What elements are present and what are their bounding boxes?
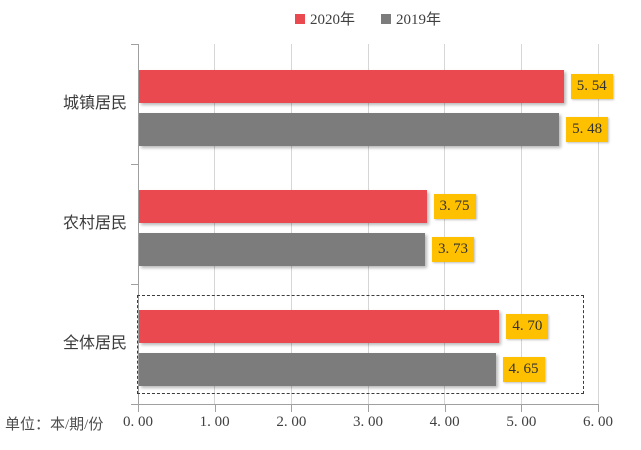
legend-swatch-icon bbox=[381, 13, 391, 24]
gridline bbox=[444, 44, 446, 404]
x-axis-tick-label: 4. 00 bbox=[429, 414, 460, 430]
legend-item-2020: 2020年 bbox=[294, 8, 355, 29]
bar-2019-category-2 bbox=[139, 233, 425, 266]
x-axis-tick-label: 0. 00 bbox=[123, 414, 153, 430]
category-label: 农村居民 bbox=[62, 215, 127, 232]
category-label: 全体居民 bbox=[62, 335, 127, 352]
x-axis-tick bbox=[138, 405, 139, 412]
gridline bbox=[597, 44, 599, 404]
x-axis-tick bbox=[291, 405, 293, 412]
x-axis-tick bbox=[598, 405, 599, 412]
x-axis-tick bbox=[368, 405, 369, 412]
legend-label: 2020年 bbox=[309, 12, 355, 28]
y-axis-line bbox=[138, 44, 139, 404]
x-axis-tick bbox=[444, 405, 446, 412]
data-label-2020-category-1: 5. 54 bbox=[570, 74, 613, 99]
gridline bbox=[520, 44, 522, 404]
x-axis-tick-label: 6. 00 bbox=[583, 414, 613, 430]
x-axis-tick-label: 3. 00 bbox=[353, 414, 383, 430]
bar-2019-category-3 bbox=[139, 353, 496, 386]
gridline bbox=[367, 44, 369, 404]
y-axis-tick bbox=[131, 284, 138, 285]
bar-2020-category-1 bbox=[139, 70, 564, 103]
category-label: 城镇居民 bbox=[62, 95, 127, 112]
x-axis-tick bbox=[214, 405, 216, 412]
bar-2020-category-2 bbox=[139, 190, 427, 223]
x-axis-tick-label: 5. 00 bbox=[506, 414, 537, 430]
legend: 2020年 2019年 bbox=[138, 8, 598, 29]
data-label-2019-category-3: 4. 65 bbox=[502, 357, 545, 382]
data-label-2019-category-1: 5. 48 bbox=[566, 117, 609, 142]
x-axis-tick-label: 2. 00 bbox=[276, 414, 307, 430]
y-axis-tick bbox=[131, 164, 138, 165]
x-axis-line bbox=[138, 404, 599, 405]
gridline bbox=[214, 44, 216, 404]
legend-item-2019: 2019年 bbox=[381, 8, 441, 29]
y-axis-tick bbox=[131, 44, 138, 45]
bar-2019-category-1 bbox=[139, 113, 560, 146]
data-label-2019-category-2: 3. 73 bbox=[431, 237, 474, 262]
x-axis-tick-label: 1. 00 bbox=[199, 414, 230, 430]
gridline bbox=[290, 44, 292, 404]
highlight-box bbox=[137, 295, 584, 394]
y-axis-tick bbox=[131, 404, 138, 405]
data-label-2020-category-3: 4. 70 bbox=[506, 314, 549, 339]
bar-2020-category-3 bbox=[139, 310, 500, 343]
legend-swatch-icon bbox=[294, 13, 305, 24]
legend-label: 2019年 bbox=[396, 12, 442, 28]
unit-label: 单位：本/期/份 bbox=[5, 417, 104, 433]
data-label-2020-category-2: 3. 75 bbox=[433, 194, 476, 219]
x-axis-tick bbox=[521, 405, 523, 412]
